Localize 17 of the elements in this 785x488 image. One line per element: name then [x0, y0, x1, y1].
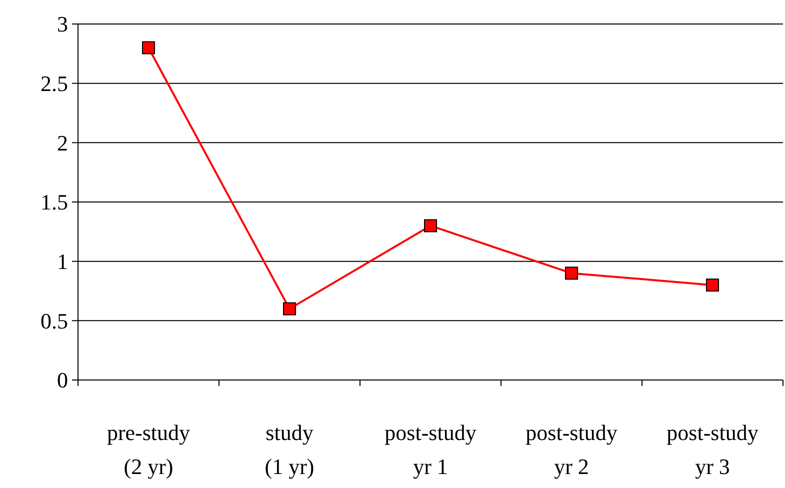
x-tick-label: post-study yr 1 [384, 420, 476, 479]
y-tick-label: 2.5 [40, 71, 68, 96]
y-tick-label: 0.5 [40, 308, 68, 334]
point [283, 302, 296, 316]
x-tick-label: pre-study (2 yr) [106, 420, 190, 479]
y-tick-label: 1.5 [40, 190, 68, 215]
y-tick-label: 2 [57, 130, 68, 156]
point [142, 41, 155, 54]
y-tick-label: 0 [57, 368, 68, 393]
x-tick-label: post-study yr 2 [526, 420, 618, 479]
x-tick-label: study (1 yr) [264, 420, 314, 479]
point [424, 219, 437, 232]
x-tick-label: post-study yr 3 [666, 420, 758, 479]
point [565, 266, 578, 280]
y-tick-label: 1 [57, 249, 68, 274]
point [706, 278, 719, 292]
y-tick-label: 3 [57, 12, 68, 37]
